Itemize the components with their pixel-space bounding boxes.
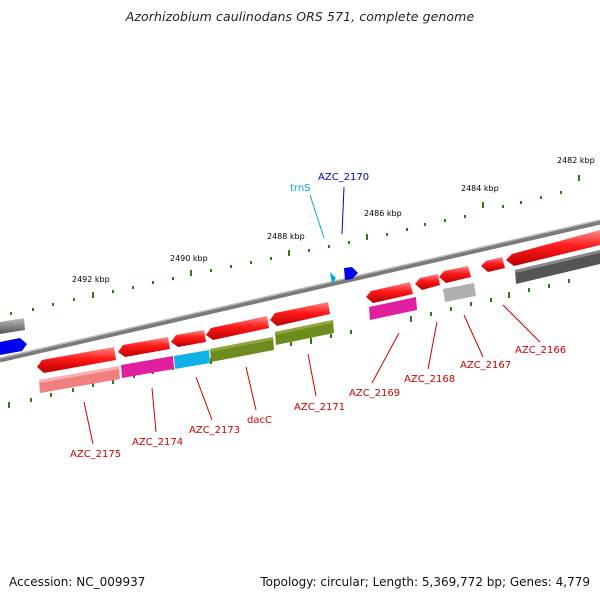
azc2174-gene[interactable]: [118, 337, 170, 357]
azc2171-cog: [275, 320, 334, 345]
azc2167-gene[interactable]: [439, 266, 471, 283]
scale-label-2492: 2492 kbp: [72, 275, 110, 284]
azc2175-gene[interactable]: [37, 347, 116, 373]
label-azc2171: AZC_2171: [294, 402, 345, 413]
azc2166-gene-a[interactable]: [481, 257, 505, 272]
azc2168-gene[interactable]: [415, 274, 440, 290]
cog-track: [39, 250, 600, 393]
trns-callout-line: [309, 194, 325, 239]
label-azc2168: AZC_2168: [404, 374, 455, 385]
gene-track-forward: [37, 230, 600, 373]
label-azc2174: AZC_2174: [132, 437, 183, 448]
dacc-gene[interactable]: [206, 316, 269, 340]
azc2169-gene[interactable]: [366, 282, 413, 303]
azc2171-gene[interactable]: [270, 302, 330, 326]
azc2175-cog: [39, 366, 120, 393]
left-partial-blue-gene[interactable]: [0, 338, 27, 355]
genome-backbone: [0, 219, 600, 363]
scale-label-2486: 2486 kbp: [364, 209, 402, 218]
label-trns: trnS: [290, 183, 311, 194]
azc2167-cog: [443, 283, 476, 302]
scale-label-2490: 2490 kbp: [170, 254, 208, 263]
trns-gene-marker[interactable]: [330, 272, 336, 284]
azc2170-callout-line: [341, 186, 345, 235]
azc2170-gene[interactable]: [344, 267, 358, 280]
azc2174-cog: [121, 356, 174, 378]
scale-label-2484: 2484 kbp: [461, 184, 499, 193]
label-azc2166: AZC_2166: [515, 345, 566, 356]
accession-text: Accession: NC_009937: [9, 575, 146, 589]
azc2173-cog: [174, 350, 210, 369]
label-dacc: dacC: [247, 415, 272, 426]
map-title: Azorhizobium caulinodans ORS 571, comple…: [125, 9, 475, 24]
label-azc2170: AZC_2170: [318, 172, 369, 183]
label-azc2169: AZC_2169: [349, 388, 400, 399]
scale-label-2482: 2482 kbp: [557, 156, 595, 165]
azc2173-gene[interactable]: [171, 330, 206, 347]
genome-summary-text: Topology: circular; Length: 5,369,772 bp…: [260, 575, 590, 589]
left-partial-gray-gene[interactable]: [0, 318, 25, 334]
label-azc2173: AZC_2173: [189, 425, 240, 436]
azc2166-cog: [515, 250, 600, 284]
label-azc2175: AZC_2175: [70, 449, 121, 460]
azc2169-cog: [369, 297, 417, 320]
azc2166-gene-b[interactable]: [506, 230, 600, 266]
dacc-cog: [210, 337, 274, 362]
scale-label-2488: 2488 kbp: [267, 232, 305, 241]
label-azc2167: AZC_2167: [460, 360, 511, 371]
